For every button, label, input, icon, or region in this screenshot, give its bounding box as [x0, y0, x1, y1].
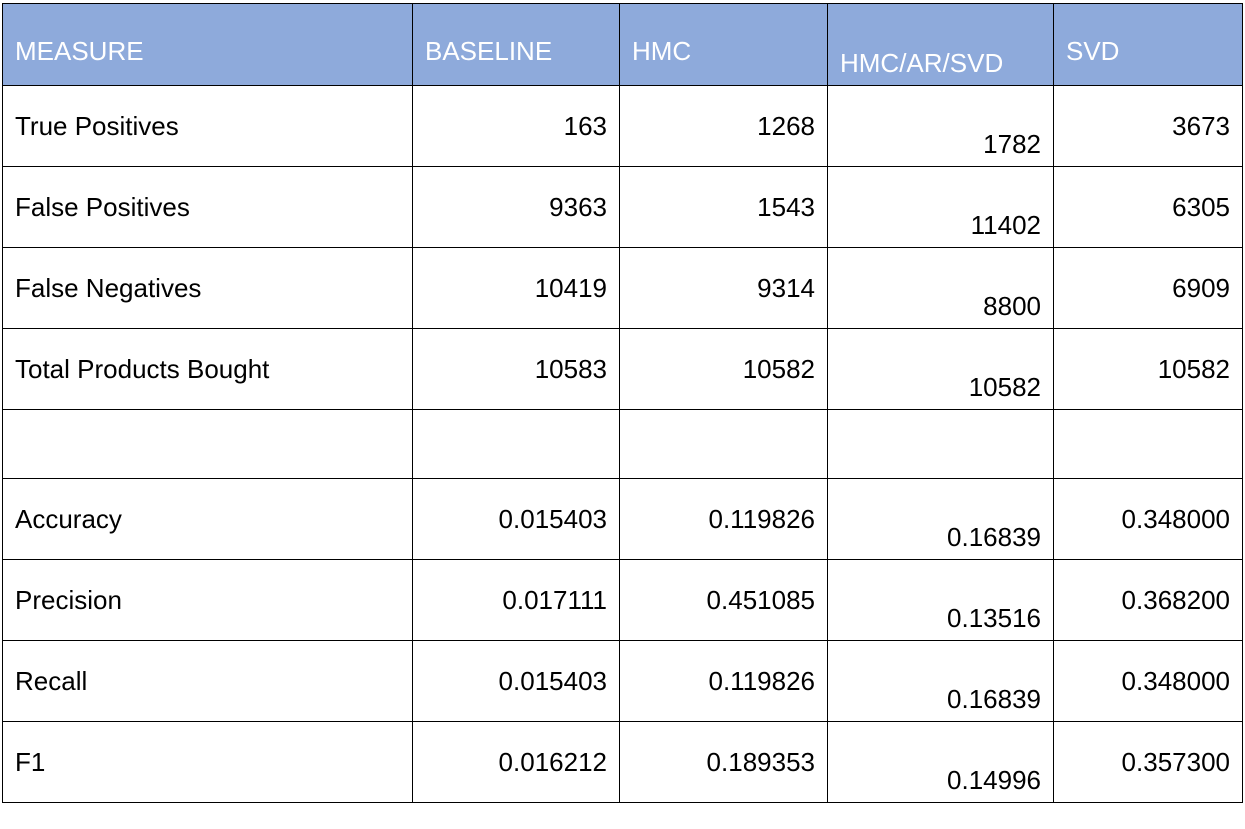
- cell-baseline: 9363: [412, 166, 620, 248]
- empty-row: [2, 409, 1243, 479]
- cell-hmc: 9314: [619, 247, 828, 329]
- cell-hmc-ar-svd: 8800: [827, 247, 1054, 329]
- cell-baseline: 10583: [412, 328, 620, 410]
- header-baseline: BASELINE: [412, 3, 620, 86]
- cell-hmc: 0.119826: [619, 478, 828, 560]
- cell-hmc-ar-svd: 11402: [827, 166, 1054, 248]
- header-measure: MEASURE: [2, 3, 413, 86]
- cell-hmc: 0.119826: [619, 640, 828, 722]
- row-label: False Negatives: [2, 247, 413, 329]
- cell-svd: 10582: [1053, 328, 1243, 410]
- empty-cell: [1053, 409, 1243, 479]
- row-label: Recall: [2, 640, 413, 722]
- table-row: False Negatives 10419 9314 8800 6909: [2, 247, 1243, 329]
- table-row: Recall 0.015403 0.119826 0.16839 0.34800…: [2, 640, 1243, 722]
- empty-cell: [2, 409, 413, 479]
- header-row: MEASURE BASELINE HMC HMC/AR/SVD SVD: [2, 3, 1243, 86]
- cell-baseline: 10419: [412, 247, 620, 329]
- cell-baseline: 0.015403: [412, 640, 620, 722]
- cell-hmc: 0.189353: [619, 721, 828, 803]
- row-label: False Positives: [2, 166, 413, 248]
- table-row: True Positives 163 1268 1782 3673: [2, 85, 1243, 167]
- cell-baseline: 0.015403: [412, 478, 620, 560]
- cell-svd: 6305: [1053, 166, 1243, 248]
- row-label: Total Products Bought: [2, 328, 413, 410]
- metrics-table: MEASURE BASELINE HMC HMC/AR/SVD SVD True…: [2, 3, 1243, 803]
- row-label: Precision: [2, 559, 413, 641]
- table-row: False Positives 9363 1543 11402 6305: [2, 166, 1243, 248]
- table-row: Total Products Bought 10583 10582 10582 …: [2, 328, 1243, 410]
- empty-cell: [619, 409, 828, 479]
- cell-svd: 3673: [1053, 85, 1243, 167]
- cell-hmc: 0.451085: [619, 559, 828, 641]
- table-row: Precision 0.017111 0.451085 0.13516 0.36…: [2, 559, 1243, 641]
- cell-hmc: 1268: [619, 85, 828, 167]
- empty-cell: [412, 409, 620, 479]
- header-svd: SVD: [1053, 3, 1243, 86]
- header-hmc: HMC: [619, 3, 828, 86]
- cell-svd: 0.348000: [1053, 478, 1243, 560]
- table-row: F1 0.016212 0.189353 0.14996 0.357300: [2, 721, 1243, 803]
- cell-hmc-ar-svd: 0.16839: [827, 478, 1054, 560]
- cell-hmc-ar-svd: 0.13516: [827, 559, 1054, 641]
- header-hmc-ar-svd: HMC/AR/SVD: [827, 3, 1054, 86]
- cell-hmc: 1543: [619, 166, 828, 248]
- table-header: MEASURE BASELINE HMC HMC/AR/SVD SVD: [2, 3, 1243, 86]
- cell-baseline: 0.017111: [412, 559, 620, 641]
- cell-svd: 0.368200: [1053, 559, 1243, 641]
- row-label: F1: [2, 721, 413, 803]
- cell-svd: 6909: [1053, 247, 1243, 329]
- table-row: Accuracy 0.015403 0.119826 0.16839 0.348…: [2, 478, 1243, 560]
- cell-baseline: 0.016212: [412, 721, 620, 803]
- cell-svd: 0.348000: [1053, 640, 1243, 722]
- empty-cell: [827, 409, 1054, 479]
- cell-hmc-ar-svd: 1782: [827, 85, 1054, 167]
- cell-hmc-ar-svd: 10582: [827, 328, 1054, 410]
- row-label: True Positives: [2, 85, 413, 167]
- cell-baseline: 163: [412, 85, 620, 167]
- cell-hmc-ar-svd: 0.14996: [827, 721, 1054, 803]
- row-label: Accuracy: [2, 478, 413, 560]
- cell-hmc-ar-svd: 0.16839: [827, 640, 1054, 722]
- cell-hmc: 10582: [619, 328, 828, 410]
- table-body: True Positives 163 1268 1782 3673 False …: [2, 85, 1243, 803]
- cell-svd: 0.357300: [1053, 721, 1243, 803]
